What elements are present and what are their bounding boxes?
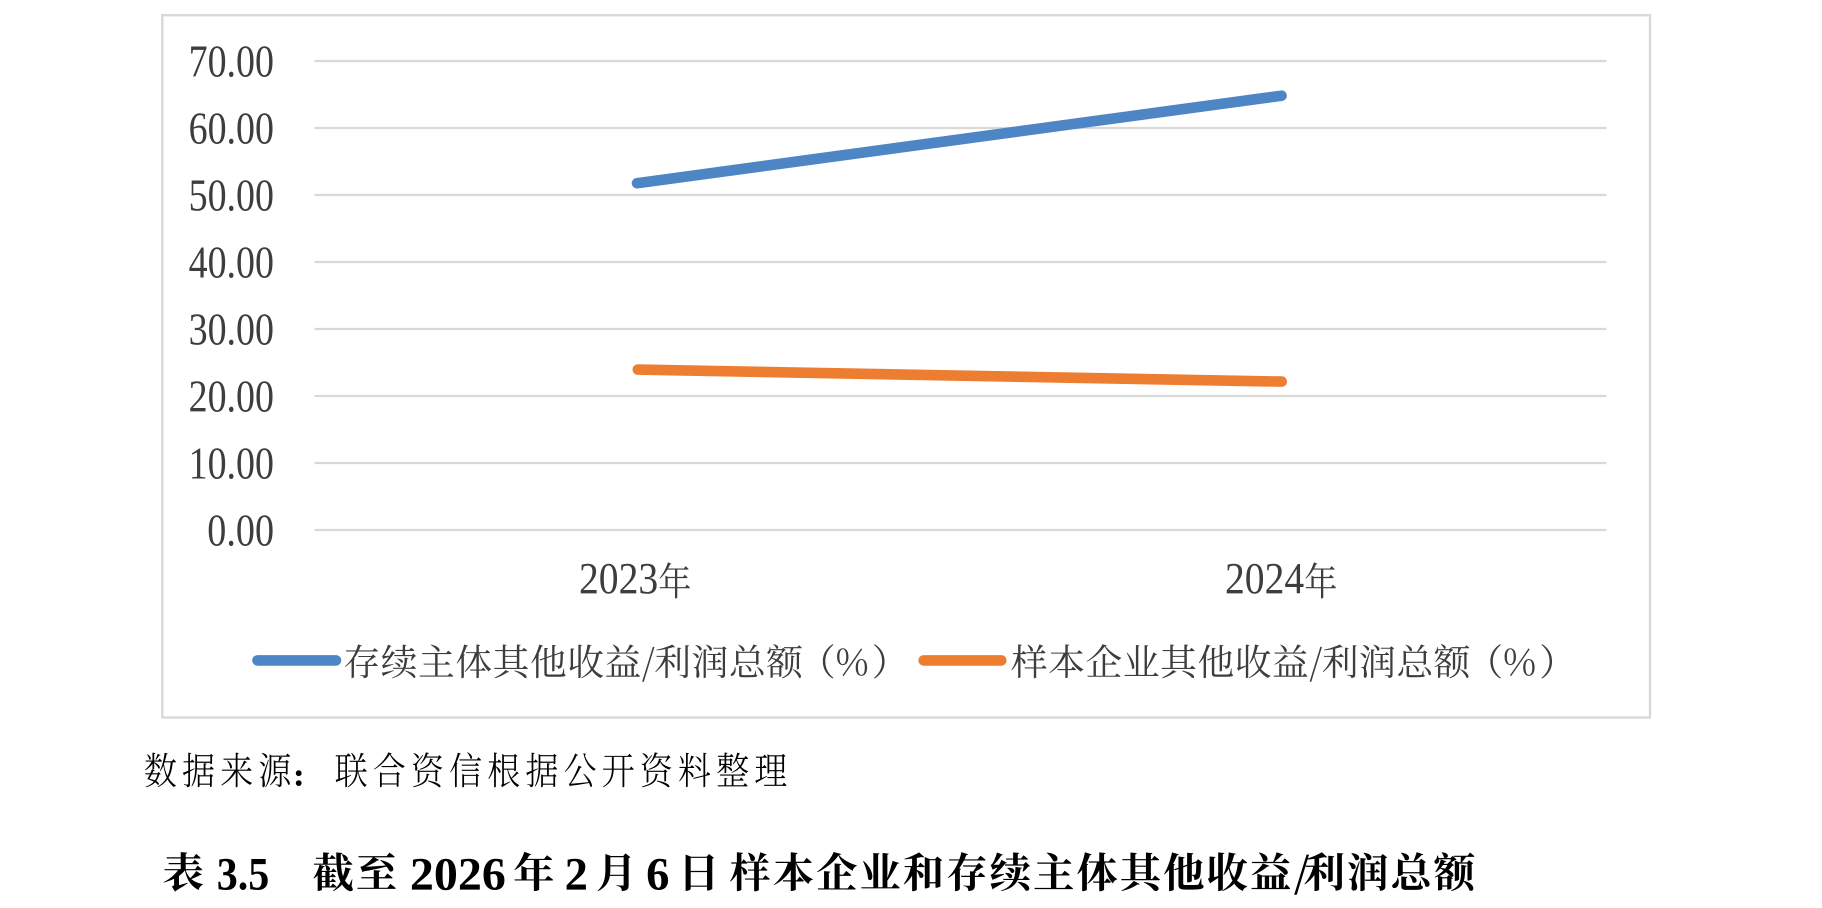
svg-text:3.5: 3.5 [217,848,270,900]
svg-text:2023: 2023 [579,554,658,603]
svg-text:0.00: 0.00 [207,506,274,556]
svg-text:20.00: 20.00 [189,372,274,422]
svg-text:70.00: 70.00 [189,37,274,87]
svg-text:10.00: 10.00 [189,439,274,489]
svg-text:50.00: 50.00 [189,171,274,221]
svg-text:40.00: 40.00 [189,238,274,288]
svg-text:2024: 2024 [1225,554,1304,603]
svg-text:30.00: 30.00 [189,305,274,355]
svg-text:2: 2 [565,848,588,900]
svg-text:2026: 2026 [410,848,506,900]
svg-text:6: 6 [646,848,669,900]
svg-text:60.00: 60.00 [189,104,274,154]
